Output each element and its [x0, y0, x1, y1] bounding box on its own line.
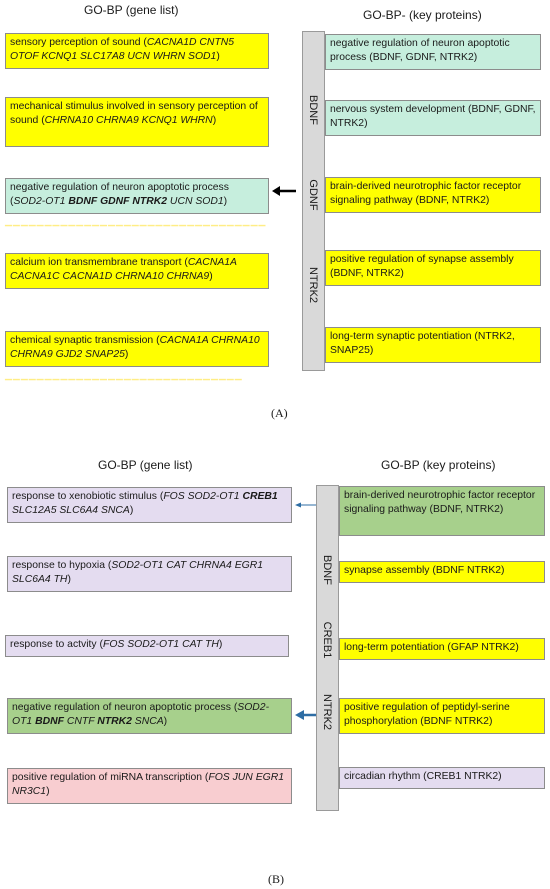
panel-a-key-box-bdnf-signaling: brain-derived neurotrophic factor recept…	[325, 177, 541, 213]
panel-a-gene-box-neuron-apoptotic: negative regulation of neuron apoptotic …	[5, 178, 269, 214]
panel-a-right-header: GO-BP- (key proteins)	[363, 8, 482, 22]
panel-a-key-box-synapse-assembly: positive regulation of synapse assembly …	[325, 250, 541, 286]
panel-b-protein-bar	[316, 485, 339, 811]
panel-b-label: (B)	[268, 872, 284, 886]
panel-b-key-box-bdnf-signaling: brain-derived neurotrophic factor recept…	[339, 486, 545, 536]
ghost-texture-1: ▁▁▁▁▁▁▁▁▁▁▁▁▁▁▁▁▁▁▁▁▁▁▁▁▁▁▁▁▁▁▁▁▁	[5, 216, 267, 226]
panel-a-gene-box-calcium-transport: calcium ion transmembrane transport (CAC…	[5, 253, 269, 289]
panel-b-gene-box-neuron-apoptotic: negative regulation of neuron apoptotic …	[7, 698, 292, 734]
panel-a-gene-box-sound-perception: sensory perception of sound (CACNA1D CNT…	[5, 33, 269, 69]
panel-a-left-header: GO-BP (gene list)	[84, 3, 179, 17]
panel-a-key-box-neuron-apoptotic: negative regulation of neuron apoptotic …	[325, 34, 541, 70]
panel-b-key-box-synapse-assembly: synapse assembly (BDNF NTRK2)	[339, 561, 545, 583]
panel-b-arrow-apoptotic	[295, 710, 316, 720]
panel-b-key-box-peptidyl-serine: positive regulation of peptidyl-serine p…	[339, 698, 545, 734]
panel-b-gene-box-xenobiotic: response to xenobiotic stimulus (FOS SOD…	[7, 487, 292, 523]
panel-a-key-box-synaptic-potentiation: long-term synaptic potentiation (NTRK2, …	[325, 327, 541, 363]
panel-b-gene-box-hypoxia: response to hypoxia (SOD2-OT1 CAT CHRNA4…	[7, 556, 292, 592]
panel-a-label: (A)	[271, 406, 288, 420]
panel-a-key-box-nervous-development: nervous system development (BDNF, GDNF, …	[325, 100, 541, 136]
panel-a-gene-box-synaptic-transmission: chemical synaptic transmission (CACNA1A …	[5, 331, 269, 367]
panel-a-gene-box-mechanical-stimulus: mechanical stimulus involved in sensory …	[5, 97, 269, 147]
panel-b-right-header: GO-BP (key proteins)	[381, 458, 496, 472]
ghost-texture-2: ▁▁▁▁▁▁▁▁▁▁▁▁▁▁▁▁▁▁▁▁▁▁▁▁▁▁▁▁▁▁	[5, 370, 243, 380]
panel-b-gene-box-mirna: positive regulation of miRNA transcripti…	[7, 768, 292, 804]
panel-a-arrow	[272, 186, 296, 196]
panel-a-protein-bar	[302, 31, 325, 371]
panel-b-key-box-long-term-potentiation: long-term potentiation (GFAP NTRK2)	[339, 638, 545, 660]
panel-b-key-box-circadian: circadian rhythm (CREB1 NTRK2)	[339, 767, 545, 789]
panel-b-arrow-xenobiotic	[295, 502, 316, 508]
panel-b-gene-box-activity: response to actvity (FOS SOD2-OT1 CAT TH…	[5, 635, 289, 657]
panel-b-left-header: GO-BP (gene list)	[98, 458, 193, 472]
